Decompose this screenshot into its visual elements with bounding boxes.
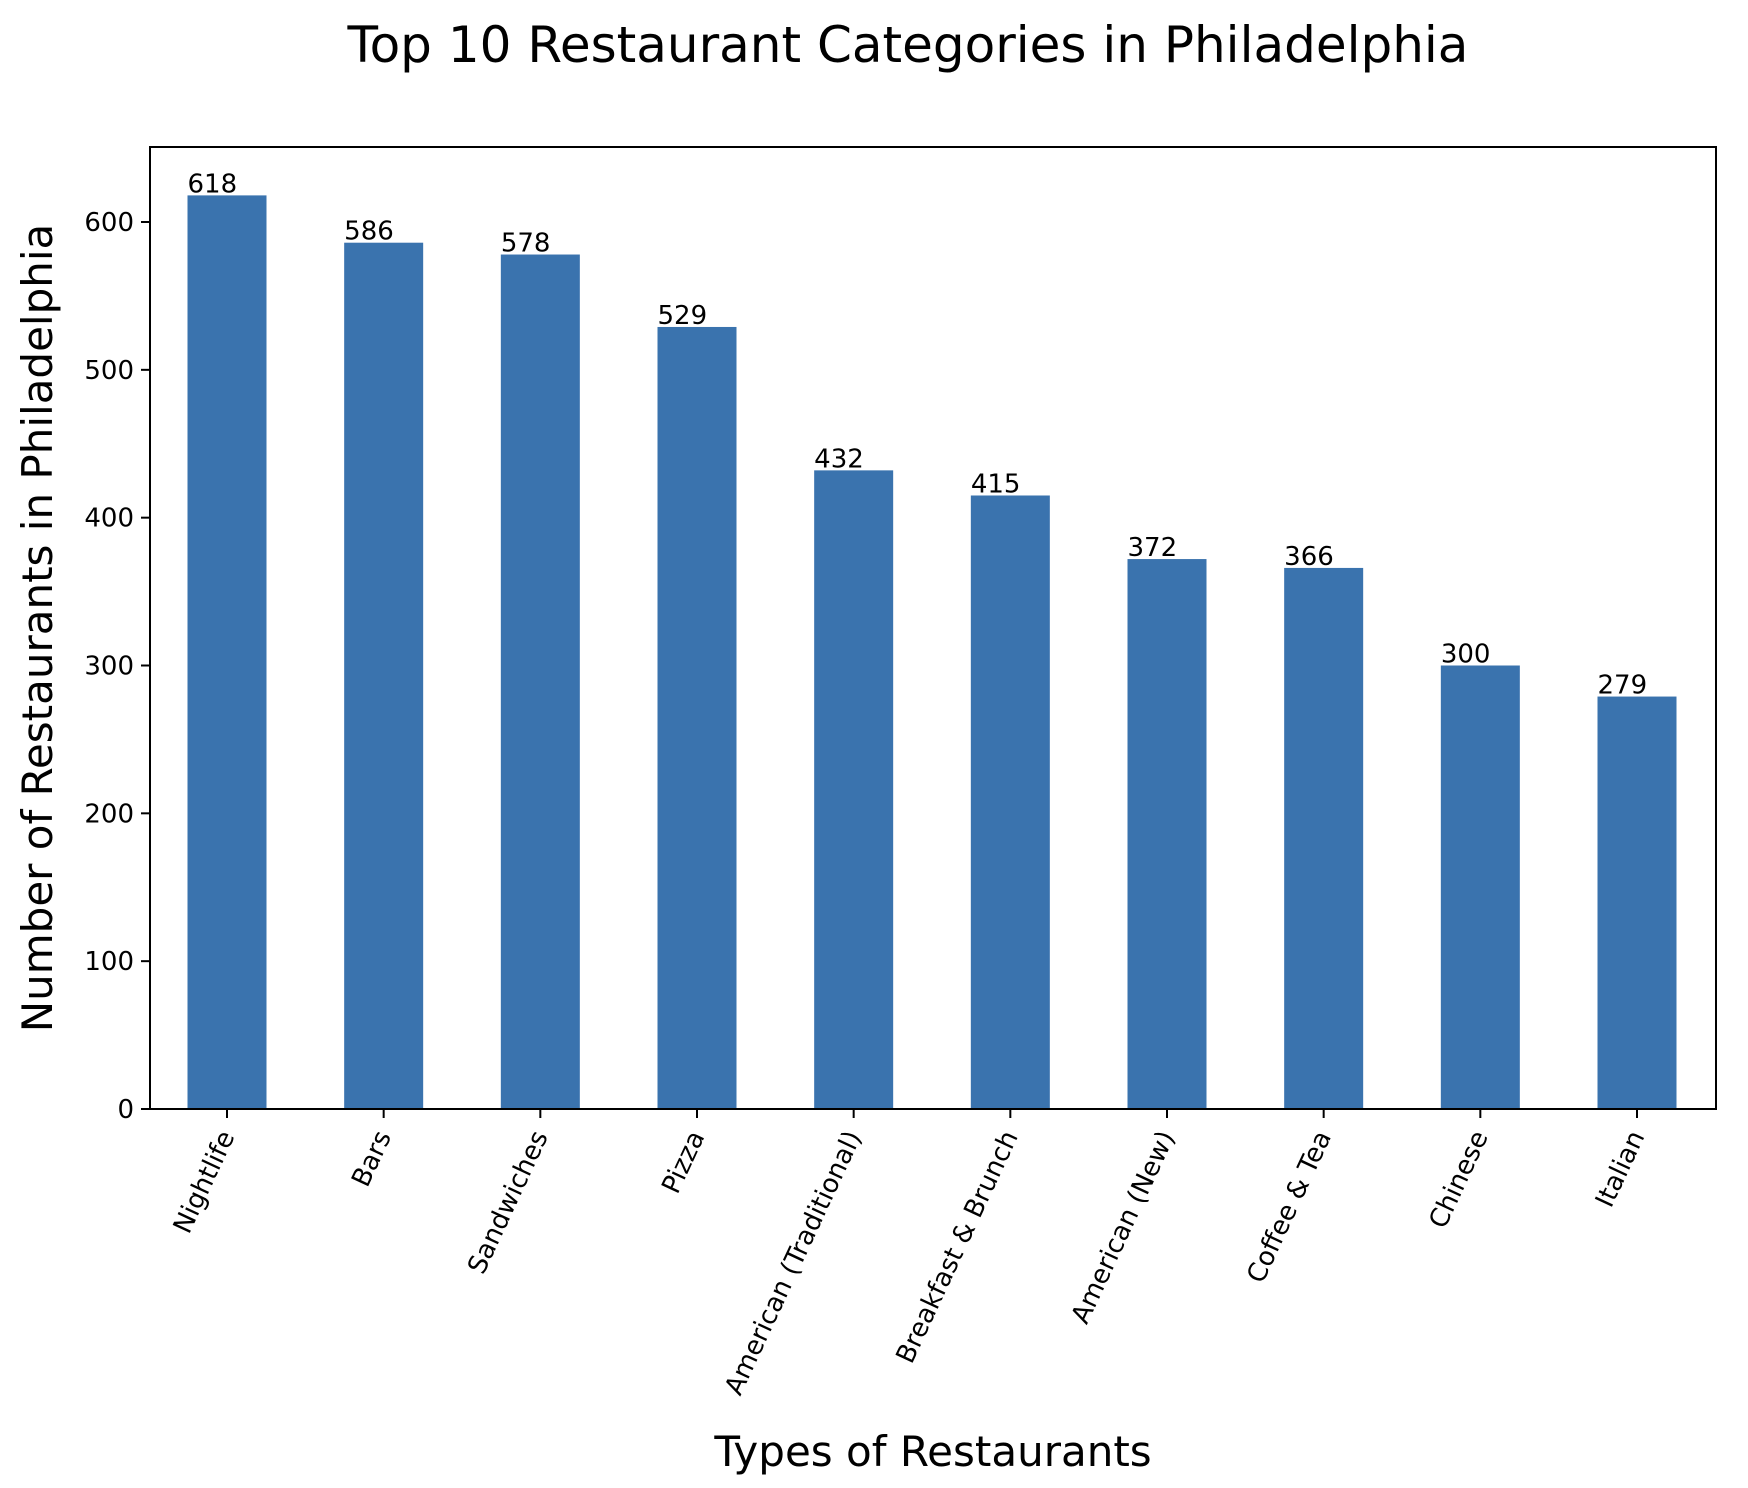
bar-3 [657, 326, 737, 1110]
y-tick-label-6: 600 [84, 208, 134, 238]
data-label-2: 578 [501, 229, 551, 259]
y-tick-label-1: 100 [84, 947, 134, 977]
bar-0 [187, 195, 267, 1109]
y-tick-label-5: 500 [84, 356, 134, 386]
data-label-7: 366 [1284, 542, 1334, 572]
y-axis-label: Number of Restaurants in Philadelphia [13, 224, 62, 1033]
bar-6 [1127, 559, 1207, 1109]
y-tick-label-2: 200 [84, 799, 134, 829]
data-label-9: 279 [1598, 671, 1648, 701]
y-tick-label-4: 400 [84, 504, 134, 534]
data-label-6: 372 [1128, 533, 1178, 563]
data-label-0: 618 [188, 169, 238, 199]
y-tick-label-0: 0 [117, 1095, 134, 1125]
y-axis: 0 100 200 300 400 500 600 [84, 208, 150, 1125]
bar-8 [1440, 665, 1520, 1109]
bar-1 [344, 242, 424, 1109]
x-axis-label: Types of Restaurants [713, 1427, 1151, 1476]
bar-7 [1284, 567, 1364, 1109]
data-label-1: 586 [344, 217, 394, 247]
data-label-8: 300 [1441, 640, 1491, 670]
bar-2 [500, 254, 580, 1109]
bars-layer [187, 195, 1677, 1110]
bar-4 [814, 470, 894, 1109]
chart-title: Top 10 Restaurant Categories in Philadel… [347, 16, 1469, 74]
plot-frame [149, 146, 1717, 1110]
data-label-5: 415 [971, 469, 1021, 499]
y-tick-label-3: 300 [84, 652, 134, 682]
bar-9 [1597, 696, 1677, 1109]
bar-5 [970, 495, 1050, 1109]
data-label-3: 529 [658, 301, 708, 331]
data-label-4: 432 [814, 444, 864, 474]
data-labels-layer: 618 586 578 529 432 415 372 366 300 279 [188, 169, 1648, 700]
